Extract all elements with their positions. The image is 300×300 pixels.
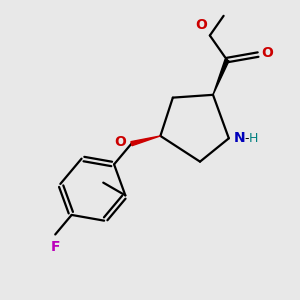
Text: -: - <box>244 132 249 145</box>
Text: F: F <box>50 240 60 254</box>
Text: O: O <box>196 18 207 32</box>
Polygon shape <box>131 136 161 146</box>
Text: N: N <box>233 131 245 145</box>
Text: H: H <box>249 132 259 145</box>
Text: O: O <box>114 135 126 149</box>
Polygon shape <box>213 59 229 95</box>
Text: O: O <box>262 46 274 60</box>
